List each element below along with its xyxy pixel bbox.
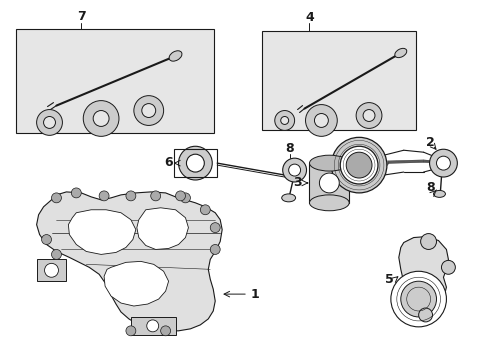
Circle shape bbox=[142, 104, 155, 117]
Circle shape bbox=[305, 105, 337, 136]
Circle shape bbox=[441, 260, 454, 274]
Text: 4: 4 bbox=[305, 11, 313, 24]
Ellipse shape bbox=[281, 194, 295, 202]
Text: 8: 8 bbox=[426, 181, 434, 194]
Text: 6: 6 bbox=[164, 156, 173, 168]
Circle shape bbox=[51, 193, 61, 203]
Circle shape bbox=[362, 109, 374, 121]
Ellipse shape bbox=[394, 48, 406, 58]
Ellipse shape bbox=[433, 190, 445, 197]
Ellipse shape bbox=[169, 51, 182, 61]
Circle shape bbox=[44, 264, 59, 277]
Circle shape bbox=[161, 326, 170, 336]
Circle shape bbox=[436, 156, 449, 170]
Polygon shape bbox=[104, 261, 168, 306]
Polygon shape bbox=[137, 208, 188, 249]
Circle shape bbox=[180, 193, 190, 203]
Circle shape bbox=[428, 149, 456, 177]
Circle shape bbox=[355, 103, 381, 129]
Circle shape bbox=[175, 191, 185, 201]
Circle shape bbox=[126, 191, 136, 201]
Polygon shape bbox=[37, 192, 222, 331]
Text: 7: 7 bbox=[77, 10, 85, 23]
Ellipse shape bbox=[309, 195, 348, 211]
Bar bbox=[309, 163, 348, 203]
Circle shape bbox=[41, 235, 51, 244]
Circle shape bbox=[93, 111, 109, 126]
Circle shape bbox=[134, 96, 163, 125]
Circle shape bbox=[210, 244, 220, 255]
Text: 5: 5 bbox=[384, 273, 392, 286]
Circle shape bbox=[83, 100, 119, 136]
Bar bbox=[262, 31, 415, 130]
Text: 8: 8 bbox=[285, 142, 293, 155]
Text: 1: 1 bbox=[250, 288, 259, 301]
Circle shape bbox=[210, 223, 220, 233]
Circle shape bbox=[37, 109, 62, 135]
Circle shape bbox=[331, 137, 386, 193]
Ellipse shape bbox=[309, 155, 348, 171]
Circle shape bbox=[126, 326, 136, 336]
Circle shape bbox=[178, 146, 212, 180]
Circle shape bbox=[71, 188, 81, 198]
Circle shape bbox=[146, 320, 158, 332]
Circle shape bbox=[340, 146, 377, 184]
Bar bbox=[37, 260, 66, 281]
Text: 3: 3 bbox=[293, 176, 301, 189]
Circle shape bbox=[186, 154, 204, 172]
Circle shape bbox=[280, 117, 288, 125]
Circle shape bbox=[99, 191, 109, 201]
Polygon shape bbox=[398, 237, 447, 315]
Circle shape bbox=[418, 308, 432, 322]
Circle shape bbox=[150, 191, 161, 201]
Circle shape bbox=[319, 173, 339, 193]
Circle shape bbox=[390, 271, 446, 327]
Text: 2: 2 bbox=[426, 136, 434, 149]
Circle shape bbox=[400, 281, 436, 317]
Circle shape bbox=[282, 158, 306, 182]
Circle shape bbox=[420, 234, 436, 249]
Bar bbox=[173, 149, 217, 177]
Polygon shape bbox=[68, 210, 136, 255]
Bar bbox=[16, 29, 214, 133]
Circle shape bbox=[43, 117, 55, 129]
Bar bbox=[131, 317, 175, 335]
Circle shape bbox=[51, 249, 61, 260]
Circle shape bbox=[288, 164, 300, 176]
Circle shape bbox=[200, 205, 210, 215]
Circle shape bbox=[274, 111, 294, 130]
Circle shape bbox=[314, 113, 327, 127]
Circle shape bbox=[346, 152, 371, 178]
